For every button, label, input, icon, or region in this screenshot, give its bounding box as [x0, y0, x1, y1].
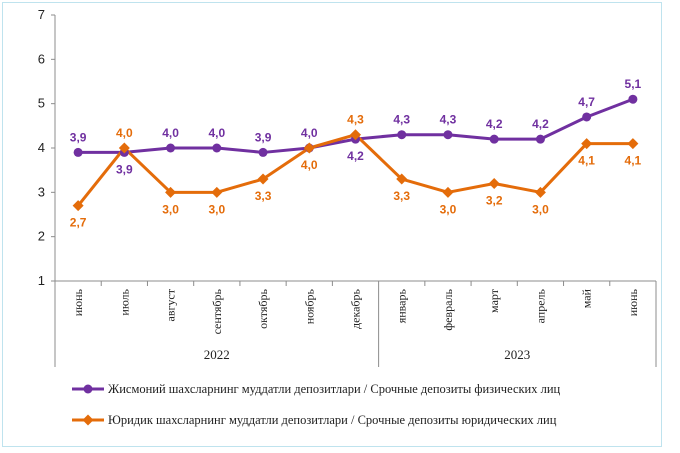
data-label: 4,0	[301, 158, 318, 172]
data-label: 4,0	[162, 126, 179, 140]
data-point	[166, 143, 176, 153]
y-tick-label: 6	[38, 51, 45, 66]
x-tick-label: март	[487, 288, 501, 313]
y-tick-label: 4	[38, 140, 45, 155]
x-tick-label: сентябрь	[210, 288, 224, 334]
data-label: 3,0	[162, 202, 179, 216]
data-label: 4,1	[578, 154, 595, 168]
chart-frame	[2, 2, 662, 447]
data-point	[73, 147, 83, 157]
legend: Жисмоний шахсларнинг муддатли депозитлар…	[72, 382, 561, 427]
x-tick-label: ноябрь	[302, 288, 316, 324]
data-point	[582, 112, 592, 122]
legend-label: Юридик шахсларнинг муддатли депозитлари …	[108, 413, 557, 427]
data-label: 4,3	[393, 113, 410, 127]
data-label: 4,0	[301, 126, 318, 140]
y-tick-label: 3	[38, 184, 45, 199]
year-label: 2022	[204, 347, 230, 362]
data-point	[489, 134, 499, 144]
series-line	[76, 133, 633, 207]
data-point	[211, 186, 223, 198]
axes: 1 2 3 4 5 6 7 июнь июль август сентябрь октябрь нояб…	[38, 7, 657, 367]
data-label: 4,2	[347, 149, 364, 163]
x-tick-label: февраль	[441, 288, 455, 330]
x-tick-label: май	[580, 288, 594, 308]
data-label: 3,3	[393, 189, 410, 203]
data-point	[165, 186, 177, 198]
data-point	[396, 173, 408, 185]
data-point	[627, 138, 639, 150]
y-tick-label: 5	[38, 96, 45, 111]
data-point	[628, 94, 638, 104]
data-point	[535, 134, 545, 144]
data-label: 4,3	[440, 113, 457, 127]
data-label: 3,2	[486, 193, 503, 207]
y-tick-label: 2	[38, 229, 45, 244]
data-point	[534, 186, 546, 198]
data-point	[581, 138, 593, 150]
x-tick-label: октябрь	[256, 288, 270, 328]
data-point	[212, 143, 222, 153]
data-label: 3,0	[532, 202, 549, 216]
data-point	[72, 200, 84, 212]
legend-swatch-marker	[83, 384, 93, 394]
data-label: 4,1	[625, 154, 642, 168]
data-point	[350, 129, 361, 141]
data-point	[257, 173, 269, 185]
y-tick-label: 1	[38, 273, 45, 288]
data-point	[397, 130, 407, 140]
data-point	[443, 130, 453, 140]
data-label: 4,2	[486, 117, 503, 131]
data-label: 4,3	[347, 113, 364, 127]
x-tick-label: январь	[395, 288, 409, 323]
data-label: 4,7	[578, 95, 595, 109]
data-label: 3,9	[116, 162, 133, 176]
data-point	[118, 142, 130, 154]
data-label: 3,0	[440, 202, 457, 216]
legend-label: Жисмоний шахсларнинг муддатли депозитлар…	[108, 382, 561, 396]
data-label: 3,9	[70, 130, 87, 144]
series-markers	[72, 94, 639, 212]
year-label: 2023	[504, 347, 530, 362]
data-label: 2,7	[70, 216, 87, 230]
data-label: 4,2	[532, 117, 549, 131]
data-label: 3,9	[255, 130, 272, 144]
data-labels: 3,9 2,7 3,9 4,0 4,0 3,0 4,0 3,0 3,9 3,3 4,0 4,0 4,2 4…	[70, 77, 642, 229]
data-label: 3,0	[208, 202, 225, 216]
data-point	[258, 147, 268, 157]
x-tick-label: июль	[117, 288, 131, 315]
data-point	[303, 142, 315, 154]
data-point	[488, 177, 500, 189]
data-label: 4,0	[208, 126, 225, 140]
data-label: 4,0	[116, 126, 133, 140]
x-tick-label: апрель	[533, 288, 547, 323]
legend-swatch-marker	[82, 414, 94, 426]
x-tick-label: июнь	[626, 288, 640, 316]
x-tick-label: август	[164, 288, 178, 321]
data-point	[442, 186, 454, 198]
y-tick-label: 7	[38, 7, 45, 22]
x-tick-label: декабрь	[349, 288, 363, 329]
x-tick-label: июнь	[71, 288, 85, 316]
data-label: 5,1	[625, 77, 642, 91]
data-label: 3,3	[255, 189, 272, 203]
